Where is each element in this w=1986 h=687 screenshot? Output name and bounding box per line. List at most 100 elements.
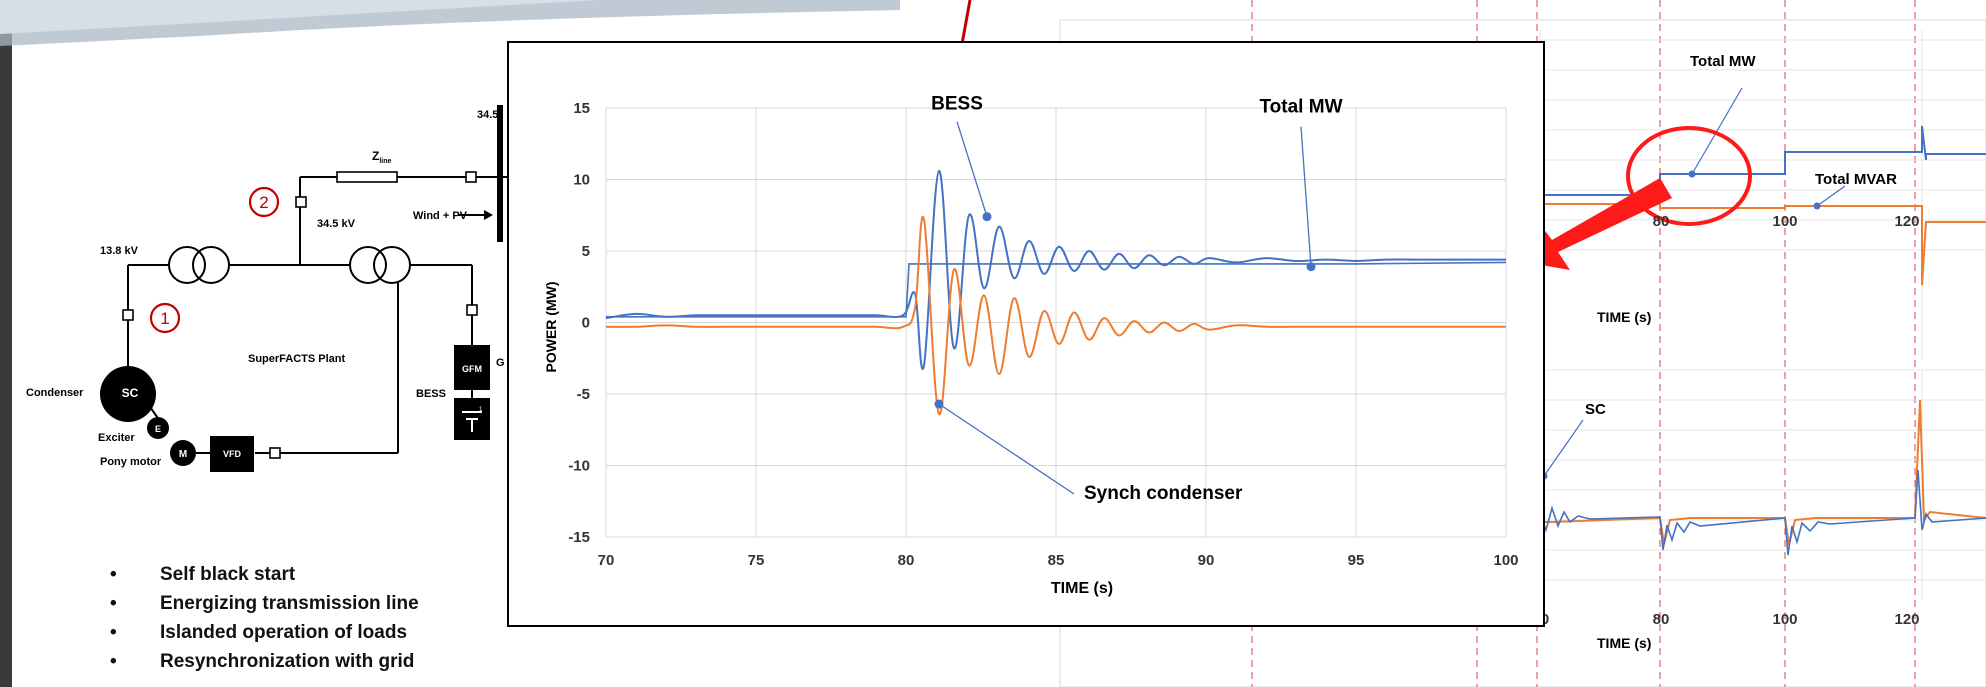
series-line-total-mw (606, 261, 1507, 318)
annotation-dot (982, 212, 992, 222)
top-banner-highlight (0, 0, 600, 34)
bullet-item: Energizing transmission line (110, 589, 419, 618)
bottom-xaxis-label: TIME (s) (1597, 635, 1651, 651)
breaker-bess (466, 304, 478, 316)
feature-bullet-list: Self black start Energizing transmission… (110, 560, 419, 676)
inset-xtick-label: 80 (898, 552, 915, 569)
gfm-cut-label: G (496, 357, 505, 369)
bullet-item: Islanded operation of loads (110, 618, 419, 647)
pony-motor-m-label: M (179, 449, 187, 460)
breaker-bus (465, 171, 477, 183)
bottom-xtick-120: 120 (1894, 611, 1919, 628)
top-xtick-100: 100 (1772, 213, 1797, 230)
bottom-subchart-grid (1539, 369, 1986, 600)
wind-pv-arrow-head (484, 210, 493, 220)
top-total-mw-leader (1691, 87, 1743, 175)
zline-label: Zline (372, 149, 392, 165)
bullet-item: Self black start (110, 560, 419, 589)
superfacts-plant-label: SuperFACTS Plant (248, 353, 346, 365)
top-total-mw-label: Total MW (1690, 53, 1756, 70)
battery-mark-label: 1 (479, 407, 483, 413)
breaker-1 (122, 309, 134, 321)
annotation-leader (1300, 126, 1312, 267)
top-total-mvar-dot (1813, 202, 1821, 210)
inset-ytick-label: 0 (582, 315, 590, 332)
inset-xtick-label: 90 (1198, 552, 1215, 569)
inset-grid (605, 107, 1507, 538)
inset-xtick-label: 95 (1348, 552, 1365, 569)
zline-main: Z (372, 149, 379, 163)
exciter-e-label: E (155, 424, 161, 434)
inset-chart: 15 10 5 0 -5 -10 -15 70 75 80 85 90 95 100 BESS Total … (507, 41, 1545, 627)
inset-xaxis-label: TIME (s) (1051, 580, 1113, 597)
top-xtick-120: 120 (1894, 213, 1919, 230)
condenser-label: Condenser (26, 387, 84, 399)
wind-pv-label: Wind + PV (413, 210, 468, 222)
one-line-diagram (127, 176, 508, 454)
inset-chart-frame (507, 41, 1545, 627)
top-total-mw-dot (1688, 170, 1696, 178)
breaker-vfd (269, 447, 281, 459)
voltage-34-5-label: 34.5 kV (317, 218, 356, 230)
inset-ytick-label: -15 (568, 529, 590, 546)
breaker-2 (295, 196, 307, 208)
top-subchart-total-mvar-line (1540, 203, 1986, 286)
annotation-dot (934, 399, 944, 409)
top-total-mvar-label: Total MVAR (1815, 171, 1897, 188)
inset-ytick-label: -5 (577, 386, 590, 403)
gfm-label: GFM (462, 364, 482, 374)
bottom-xtick-80: 80 (1653, 611, 1670, 628)
inset-annotations: BESS Total MW Synch condenser (931, 94, 1342, 504)
one-line-diagram-fills (100, 105, 503, 472)
annotation-label: BESS (931, 94, 983, 115)
inset-yaxis-label: POWER (MW) (543, 282, 559, 373)
marker-2-label: 2 (259, 193, 268, 212)
series-line-bess (605, 169, 1506, 370)
top-xaxis-label: TIME (s) (1597, 309, 1651, 325)
top-subchart-grid (1540, 39, 1986, 251)
pony-motor-symbol (170, 440, 196, 466)
inset-ytick-label: -10 (568, 458, 590, 475)
inset-xtick-label: 100 (1493, 552, 1518, 569)
line-impedance (336, 171, 398, 183)
bess-diagram-label: BESS (416, 388, 446, 400)
inset-series (605, 169, 1507, 416)
marker-2-circle (248, 186, 280, 218)
sc-symbol-label: SC (122, 386, 139, 400)
annotation-label: Total MW (1259, 97, 1342, 118)
inset-ytick-label: 5 (582, 243, 590, 260)
gfm-box (454, 345, 490, 390)
top-xtick-80: 80 (1653, 213, 1670, 230)
vfd-box (210, 436, 254, 472)
inset-ytick-label: 10 (573, 172, 590, 189)
annotation-dot (1306, 262, 1316, 272)
inset-ytick-label: 15 (573, 100, 590, 117)
zline-sub: line (379, 158, 391, 165)
red-highlight-circle (1626, 126, 1752, 226)
bottom-sc-leader (1543, 419, 1584, 477)
bottom-sc-label: SC (1585, 401, 1606, 418)
inset-xtick-label: 70 (598, 552, 615, 569)
bottom-subchart-blue-line (1539, 469, 1986, 556)
exciter-symbol (147, 417, 169, 439)
inset-xtick-label: 85 (1048, 552, 1065, 569)
marker-1-circle (149, 302, 181, 334)
inset-ticks: 15 10 5 0 -5 -10 -15 70 75 80 85 90 95 100 (568, 100, 1518, 569)
voltage-13-8-label: 13.8 kV (100, 245, 139, 257)
exciter-label: Exciter (98, 432, 135, 444)
annotation-leader (938, 403, 1075, 495)
inset-xtick-label: 75 (748, 552, 765, 569)
series-line-synch-condenser (605, 215, 1506, 416)
pony-motor-label: Pony motor (100, 456, 162, 468)
bottom-xtick-100: 100 (1772, 611, 1797, 628)
vfd-label: VFD (223, 449, 242, 459)
annotation-leader (956, 121, 988, 217)
marker-1-label: 1 (160, 309, 169, 328)
annotation-label: Synch condenser (1084, 483, 1243, 504)
synchronous-condenser (100, 366, 156, 422)
bullet-item: Resynchronization with grid (110, 647, 419, 676)
red-block-arrow (1524, 178, 1672, 270)
bus-voltage-label: 34.5 (477, 109, 498, 121)
left-edge-bar (0, 0, 12, 687)
